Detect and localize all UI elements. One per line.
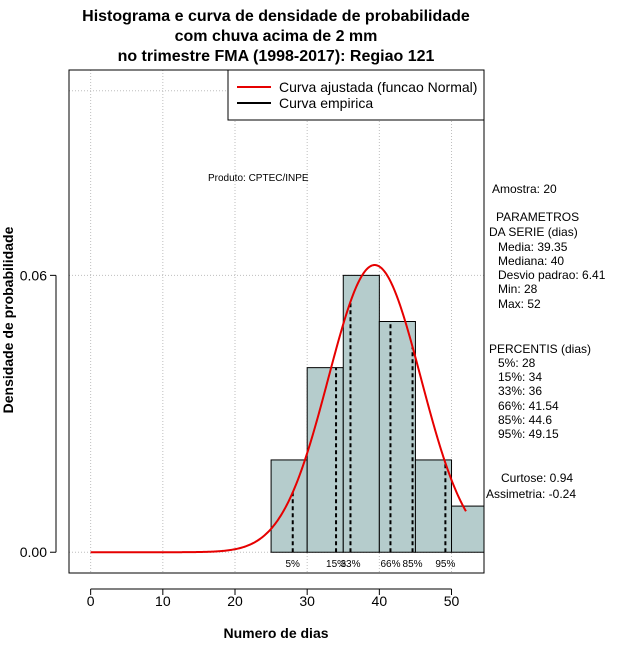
stat-amostra: Amostra: 20 (492, 182, 557, 196)
stat-assimetria: Assimetria: -0.24 (486, 487, 576, 501)
y-tick-label-1: 0.06 (20, 267, 47, 283)
stat-params-header-1: PARAMETROS (496, 210, 579, 224)
stats-panel: Amostra: 20 PARAMETROS DA SERIE (dias) M… (486, 182, 606, 501)
histogram-bar-0 (270, 459, 308, 553)
stat-p66: 66%: 41.54 (498, 399, 559, 413)
product-label: Produto: CPTEC/INPE (208, 173, 309, 184)
stat-curtose: Curtose: 0.94 (501, 471, 573, 485)
x-tick-label-2: 20 (227, 593, 243, 609)
percentile-label-4: 85% (403, 559, 423, 570)
histogram-bar-1 (306, 367, 344, 553)
x-tick-label-4: 40 (372, 593, 388, 609)
normal-curve (90, 264, 467, 554)
chart-title-line-1: Histograma e curva de densidade de proba… (82, 8, 470, 25)
bars (270, 274, 485, 553)
percentile-label-3: 66% (380, 559, 400, 570)
stat-p15: 15%: 34 (498, 370, 542, 384)
x-tick-label-1: 10 (155, 593, 171, 609)
axes: 0 10 20 30 40 50 0.00 0.06 (20, 267, 460, 609)
percentile-label-1: 15% (326, 559, 346, 570)
histogram-bar-2 (342, 274, 380, 553)
stat-desvio: Desvio padrao: 6.41 (498, 268, 606, 282)
chart-title-line-2: com chuva acima de 2 mm (175, 28, 378, 45)
percentile-label-2: 33% (340, 559, 360, 570)
chart-title-line-3: no trimestre FMA (1998-2017): Regiao 121 (118, 48, 435, 65)
histogram-bar-3 (378, 321, 416, 553)
x-tick-label-5: 50 (444, 593, 460, 609)
stat-p33: 33%: 36 (498, 384, 542, 398)
percentile-label-0: 5% (286, 559, 301, 570)
stat-p5: 5%: 28 (498, 356, 536, 370)
x-tick-label-0: 0 (87, 593, 95, 609)
legend: Curva ajustada (funcao Normal) Curva emp… (227, 69, 485, 121)
percentile-lines: 5% 15%33% 66% 85% 95% (286, 301, 456, 570)
y-axis-label: Densidade de probabilidade (0, 226, 16, 413)
legend-label-fit: Curva ajustada (funcao Normal) (279, 79, 477, 95)
legend-box (227, 69, 485, 121)
stat-p95: 95%: 49.15 (498, 427, 559, 441)
stat-percentis-header: PERCENTIS (dias) (489, 342, 591, 356)
percentile-label-5: 95% (435, 559, 455, 570)
x-tick-label-3: 30 (299, 593, 315, 609)
stat-min: Min: 28 (498, 282, 538, 296)
legend-label-empirical: Curva empirica (279, 95, 373, 111)
normal-curve-group (90, 264, 467, 554)
stat-media: Media: 39.35 (498, 240, 568, 254)
histogram-bar-5 (451, 505, 485, 553)
stat-mediana: Mediana: 40 (498, 254, 564, 268)
x-axis-label: Numero de dias (223, 625, 328, 641)
stat-params-header-2: DA SERIE (dias) (489, 225, 578, 239)
y-tick-label-0: 0.00 (20, 544, 47, 560)
stat-max: Max: 52 (498, 297, 541, 311)
stat-p85: 85%: 44.6 (498, 413, 552, 427)
